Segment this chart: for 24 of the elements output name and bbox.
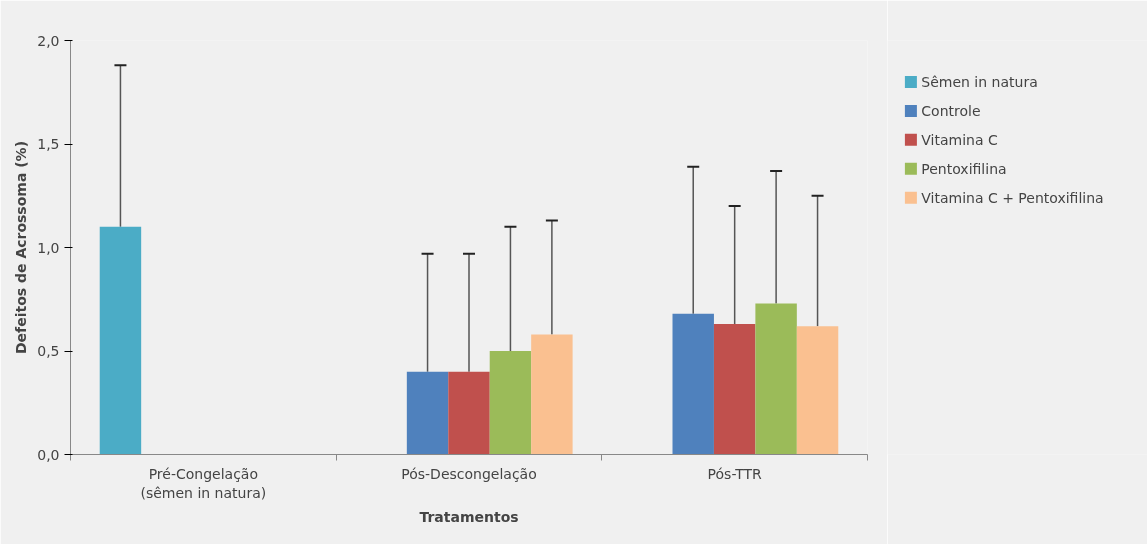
bar <box>755 303 797 455</box>
legend-label: Vitamina C + Pentoxifilina <box>921 189 1104 206</box>
bar <box>406 371 449 455</box>
x-axis-title: Tratamentos <box>419 508 519 525</box>
legend-label: Controle <box>921 102 981 119</box>
y-axis-title: Defeitos de Acrossoma (%) <box>13 140 30 355</box>
bar <box>672 313 714 455</box>
y-tick-label: 0,0 <box>37 446 60 463</box>
x-tick-label: Pós-TTR <box>707 465 763 482</box>
bar <box>489 351 532 455</box>
bar <box>448 371 490 455</box>
bar <box>713 324 756 455</box>
legend-label: Vitamina C <box>921 131 998 148</box>
y-tick-label: 2,0 <box>37 32 60 49</box>
legend-label: Pentoxifilina <box>921 160 1007 177</box>
x-tick-label: Pré-Congelação (sêmen in natura) <box>140 465 267 501</box>
y-tick-label: 0,5 <box>37 343 60 359</box>
y-tick-label: 1,5 <box>37 136 60 152</box>
legend-label: Sêmen in natura <box>921 73 1038 90</box>
bar <box>796 326 839 455</box>
bar <box>531 334 573 455</box>
y-tick-label: 1,0 <box>37 239 60 256</box>
x-tick-label: Pós-Descongelação <box>401 465 537 482</box>
bar <box>99 226 142 455</box>
